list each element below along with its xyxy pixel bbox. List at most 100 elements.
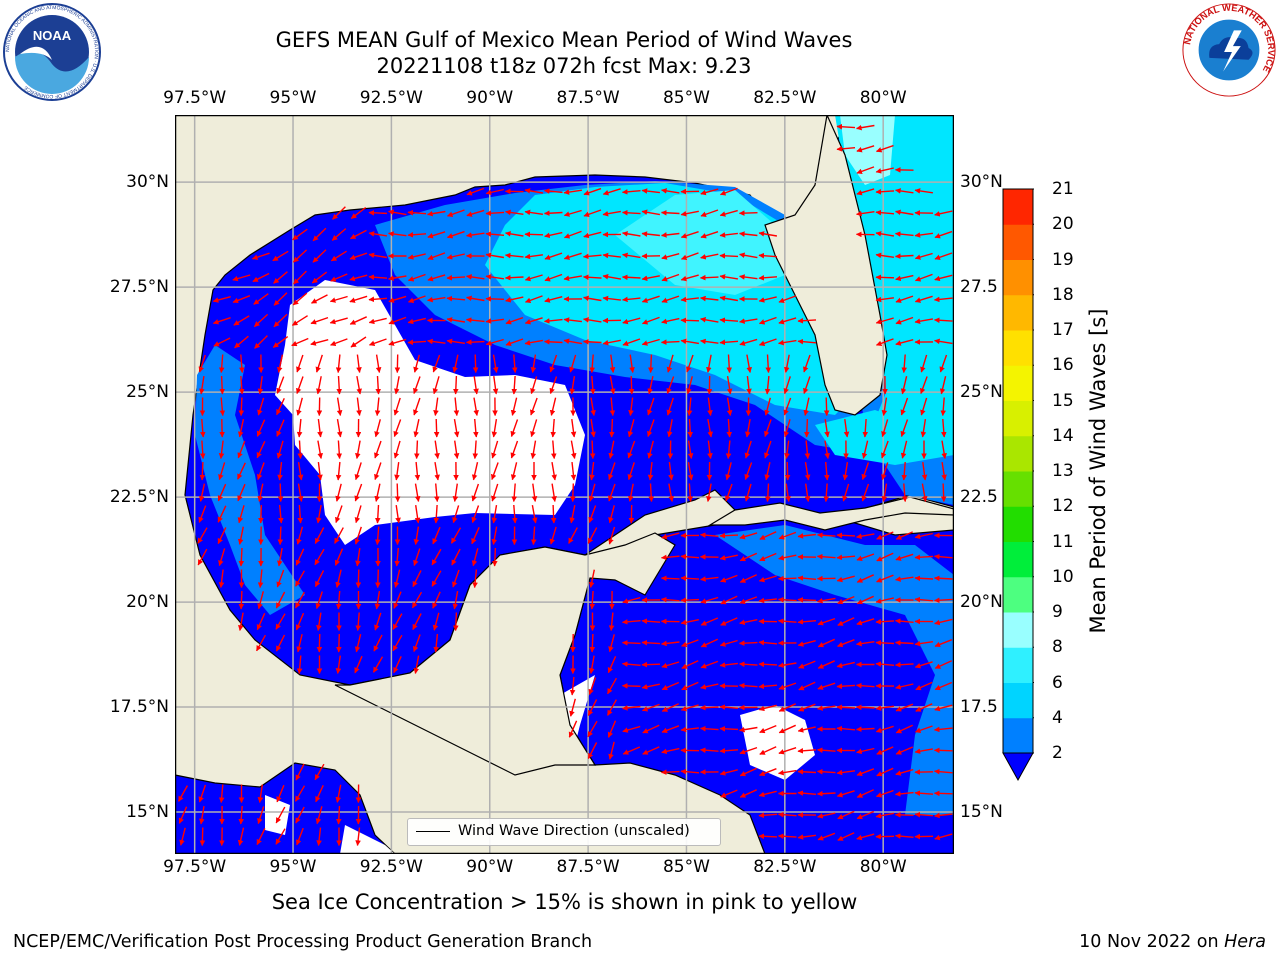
wave-direction-arrow — [295, 763, 305, 781]
wave-direction-arrow — [505, 231, 524, 237]
wave-direction-arrow — [700, 617, 719, 626]
wave-direction-arrow — [583, 295, 602, 302]
wave-direction-arrow — [570, 462, 577, 481]
wave-direction-arrow — [803, 376, 811, 395]
wave-direction-arrow — [350, 207, 367, 219]
wave-direction-arrow — [212, 296, 231, 303]
wave-direction-arrow — [530, 440, 537, 459]
wave-direction-arrow — [739, 726, 758, 733]
wave-direction-arrow — [797, 575, 817, 581]
wave-direction-arrow — [278, 504, 284, 524]
wave-direction-arrow — [355, 612, 361, 632]
wave-direction-arrow — [317, 440, 323, 459]
wave-direction-arrow — [297, 504, 304, 524]
wave-direction-arrow — [277, 526, 284, 546]
wave-direction-arrow — [609, 354, 616, 373]
wave-direction-arrow — [582, 338, 602, 345]
wave-direction-arrow — [471, 462, 479, 481]
wave-direction-arrow — [647, 440, 654, 459]
lon-tick-bottom: 95°W — [269, 857, 317, 877]
wave-direction-arrow — [725, 440, 732, 460]
wave-direction-arrow — [237, 419, 245, 438]
wave-direction-arrow — [894, 661, 914, 668]
wave-direction-arrow — [199, 461, 206, 481]
wave-direction-arrow — [895, 553, 914, 561]
wave-direction-arrow — [764, 483, 771, 503]
wave-direction-arrow — [530, 376, 538, 395]
wave-direction-arrow — [569, 676, 576, 696]
wave-direction-arrow — [758, 316, 777, 325]
lon-tick-bottom: 97.5°W — [163, 857, 227, 877]
wave-direction-arrow — [179, 827, 186, 846]
wave-direction-arrow — [466, 232, 485, 238]
wave-direction-arrow — [550, 504, 557, 524]
wave-direction-arrow — [778, 554, 797, 561]
wave-direction-arrow — [276, 569, 285, 588]
wave-direction-arrow — [219, 375, 225, 395]
wave-direction-arrow — [198, 505, 207, 523]
wave-direction-arrow — [237, 440, 246, 459]
wave-band-2-4s-caribbean — [715, 525, 954, 815]
wave-direction-arrow — [529, 397, 538, 416]
wave-direction-arrow — [895, 316, 914, 325]
wave-direction-arrow — [804, 483, 811, 502]
wave-direction-arrow — [680, 231, 699, 239]
wave-direction-arrow — [758, 252, 778, 259]
wave-direction-arrow — [293, 270, 307, 285]
wave-direction-arrow — [758, 661, 778, 668]
wave-direction-arrow — [836, 704, 856, 711]
wave-direction-arrow — [759, 746, 777, 755]
wave-direction-arrow — [524, 339, 544, 346]
lon-tick-top: 97.5°W — [163, 88, 227, 108]
wave-direction-arrow — [641, 231, 660, 237]
wave-direction-arrow — [777, 596, 797, 603]
wave-direction-arrow — [719, 317, 739, 323]
wave-direction-arrow — [273, 292, 288, 306]
wave-direction-arrow — [433, 397, 439, 416]
wave-direction-arrow — [568, 527, 578, 544]
wave-direction-arrow — [641, 703, 660, 712]
wave-direction-arrow — [608, 526, 616, 545]
wave-direction-arrow — [356, 397, 362, 416]
wave-direction-arrow — [934, 274, 953, 282]
wave-direction-arrow — [608, 505, 615, 524]
wave-direction-arrow — [777, 575, 797, 582]
wave-direction-arrow — [824, 461, 830, 481]
wave-direction-arrow — [335, 461, 342, 481]
wave-direction-arrow — [719, 769, 738, 776]
wave-direction-arrow — [395, 504, 401, 524]
florida-land — [764, 115, 888, 416]
wave-direction-arrow — [700, 683, 719, 690]
wave-direction-arrow — [218, 548, 226, 567]
calm-area-caribbean — [740, 705, 815, 780]
wave-direction-arrow — [607, 720, 617, 738]
wave-direction-arrow — [543, 188, 563, 194]
wave-direction-arrow — [510, 440, 519, 459]
wave-direction-arrow — [738, 210, 758, 216]
wave-direction-arrow — [933, 317, 953, 324]
wave-direction-arrow — [587, 699, 598, 716]
wave-direction-arrow — [276, 398, 285, 416]
wave-direction-arrow — [275, 806, 286, 824]
colorbar-segment — [1003, 294, 1033, 331]
wave-direction-arrow — [452, 569, 460, 588]
wave-direction-arrow — [524, 317, 543, 325]
wave-direction-arrow — [608, 741, 615, 760]
wave-direction-arrow — [875, 252, 895, 259]
wave-direction-arrow — [817, 617, 836, 626]
wave-direction-arrow — [551, 461, 557, 481]
wave-direction-arrow — [797, 726, 816, 733]
wave-direction-arrow — [334, 527, 344, 544]
wave-direction-arrow — [739, 789, 757, 798]
wave-direction-arrow — [414, 461, 421, 481]
wave-direction-arrow — [894, 833, 914, 839]
wave-direction-arrow — [744, 462, 753, 481]
wave-direction-arrow — [894, 618, 914, 624]
wave-direction-arrow — [707, 418, 713, 438]
wave-direction-arrow — [446, 230, 465, 239]
wave-direction-arrow — [563, 230, 582, 239]
wave-direction-arrow — [621, 683, 641, 689]
wave-direction-arrow — [588, 483, 596, 502]
wave-direction-arrow — [647, 376, 654, 395]
wave-direction-arrow — [641, 188, 660, 194]
